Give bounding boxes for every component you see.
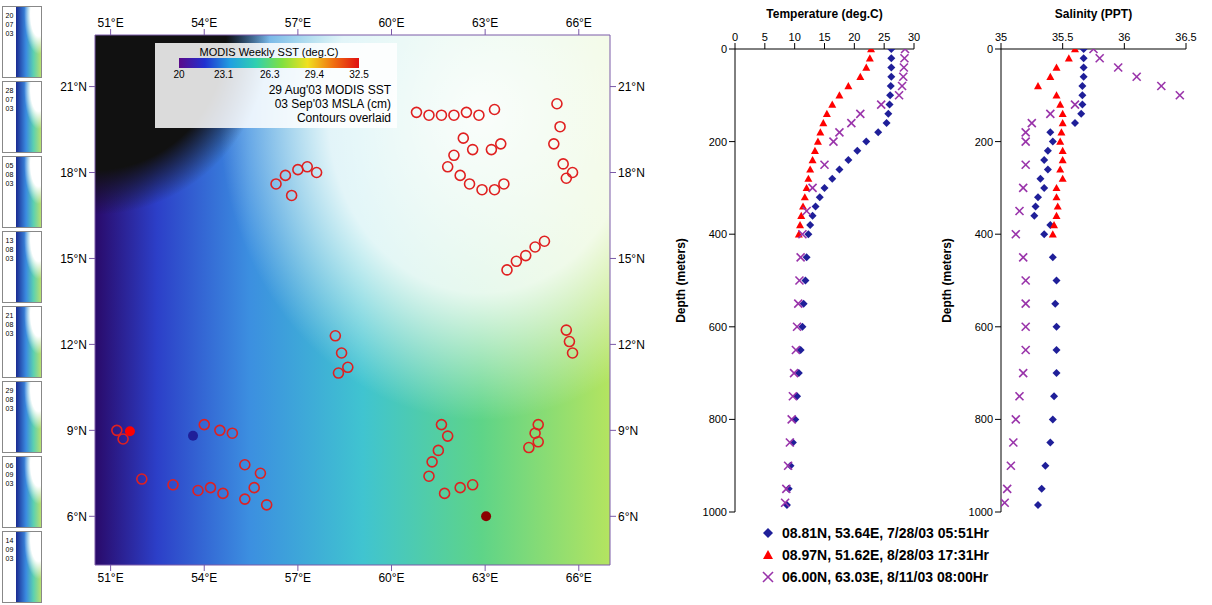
svg-text:12°N: 12°N (60, 338, 87, 352)
svg-text:35: 35 (995, 31, 1007, 43)
svg-text:35.5: 35.5 (1052, 31, 1073, 43)
html-text:08: 08 (5, 171, 14, 178)
html-text:05: 05 (5, 162, 14, 169)
html-text:03: 03 (5, 30, 14, 37)
html-text:14: 14 (5, 537, 14, 544)
svg-text:60°E: 60°E (378, 571, 404, 585)
html-text:03: 03 (5, 405, 14, 412)
svg-text:54°E: 54°E (191, 16, 217, 30)
svg-text:51°E: 51°E (98, 571, 124, 585)
svg-text:20: 20 (848, 31, 860, 43)
html-text:32.5: 32.5 (349, 69, 369, 80)
html-text:06.00N, 63.03E, 8/11/03 08:00H: 06.00N, 63.03E, 8/11/03 08:00Hr (782, 569, 989, 585)
html-text:08.81N, 53.64E, 7/28/03 05:51H: 08.81N, 53.64E, 7/28/03 05:51Hr (782, 525, 989, 541)
svg-text:54°E: 54°E (191, 571, 217, 585)
svg-text:400: 400 (975, 228, 993, 240)
html-text:23.1: 23.1 (213, 69, 234, 80)
html-text:13: 13 (5, 237, 14, 244)
html-text:07: 07 (5, 21, 14, 28)
svg-text:15°N: 15°N (60, 252, 87, 266)
html-text:26.3: 26.3 (260, 69, 280, 80)
svg-text:0: 0 (732, 31, 738, 43)
svg-text:9°N: 9°N (67, 424, 87, 438)
svg-text:1000: 1000 (969, 506, 993, 517)
svg-text:9°N: 9°N (618, 424, 638, 438)
html-text:09: 09 (5, 471, 14, 478)
svg-text:57°E: 57°E (285, 16, 311, 30)
svg-text:18°N: 18°N (618, 166, 645, 180)
svg-text:66°E: 66°E (566, 571, 592, 585)
svg-text:800: 800 (975, 413, 993, 425)
html-text:08.97N, 51.62E, 8/28/03 17:31H: 08.97N, 51.62E, 8/28/03 17:31Hr (782, 547, 989, 563)
svg-text:18°N: 18°N (60, 166, 87, 180)
svg-text:600: 600 (709, 321, 727, 333)
svg-text:51°E: 51°E (98, 16, 124, 30)
html-text:29.4: 29.4 (304, 69, 325, 80)
svg-text:Depth (meters): Depth (meters) (674, 238, 688, 323)
svg-text:36.5: 36.5 (1175, 31, 1196, 43)
html-text:20: 20 (173, 69, 185, 80)
html-text:06: 06 (5, 462, 14, 469)
html-text:28: 28 (5, 87, 14, 94)
html-text:03: 03 (5, 255, 14, 262)
svg-text:600: 600 (975, 321, 993, 333)
svg-text:63°E: 63°E (472, 16, 498, 30)
html-text:08: 08 (5, 396, 14, 403)
svg-text:21°N: 21°N (60, 80, 87, 94)
html-text:29 Aug'03 MODIS SST: 29 Aug'03 MODIS SST (268, 83, 391, 97)
html-text:03: 03 (5, 330, 14, 337)
svg-text:36: 36 (1118, 31, 1130, 43)
svg-text:63°E: 63°E (472, 571, 498, 585)
html-text:Salinity (PPT): Salinity (PPT) (1054, 7, 1133, 21)
html-text:03: 03 (5, 105, 14, 112)
svg-text:66°E: 66°E (566, 16, 592, 30)
html-text:03: 03 (5, 480, 14, 487)
html-text:Contours overlaid: Contours overlaid (296, 111, 391, 125)
svg-text:60°E: 60°E (378, 16, 404, 30)
html-text:03 Sep'03 MSLA (cm): 03 Sep'03 MSLA (cm) (274, 97, 391, 111)
html-text:07: 07 (5, 96, 14, 103)
svg-text:Depth (meters): Depth (meters) (940, 238, 954, 323)
html-text:MODIS Weekly SST (deg.C): MODIS Weekly SST (deg.C) (199, 46, 339, 58)
svg-text:400: 400 (709, 228, 727, 240)
svg-text:21°N: 21°N (618, 80, 645, 94)
svg-text:25: 25 (878, 31, 890, 43)
svg-text:6°N: 6°N (618, 510, 638, 524)
svg-text:12°N: 12°N (618, 338, 645, 352)
html-text:08: 08 (5, 246, 14, 253)
html-text:21: 21 (5, 312, 14, 319)
svg-text:1000: 1000 (703, 506, 727, 517)
svg-text:0: 0 (721, 43, 727, 55)
svg-text:30: 30 (908, 31, 920, 43)
html-text:03: 03 (5, 180, 14, 187)
svg-text:5: 5 (762, 31, 768, 43)
svg-text:57°E: 57°E (285, 571, 311, 585)
html-text:03: 03 (5, 555, 14, 562)
svg-text:0: 0 (987, 43, 993, 55)
svg-text:200: 200 (709, 136, 727, 148)
svg-text:15: 15 (818, 31, 830, 43)
svg-text:15°N: 15°N (618, 252, 645, 266)
html-text:09: 09 (5, 546, 14, 553)
html-text:08: 08 (5, 321, 14, 328)
svg-text:800: 800 (709, 413, 727, 425)
svg-text:200: 200 (975, 136, 993, 148)
html-text:20: 20 (5, 12, 14, 19)
svg-text:6°N: 6°N (67, 510, 87, 524)
svg-text:10: 10 (789, 31, 801, 43)
html-text:Temperature (deg.C): Temperature (deg.C) (766, 7, 883, 21)
html-text:29: 29 (5, 387, 14, 394)
